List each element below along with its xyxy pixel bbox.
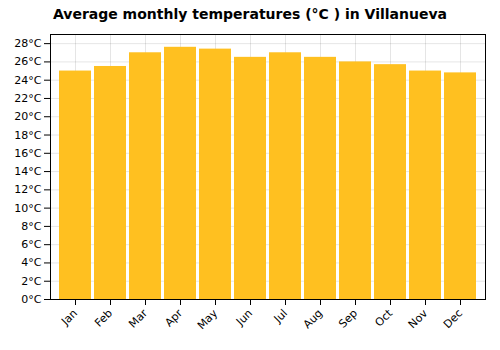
svg-text:22°C: 22°C [14,92,41,105]
svg-text:Oct: Oct [372,306,395,329]
svg-text:14°C: 14°C [14,165,41,178]
svg-text:0°C: 0°C [21,293,41,306]
svg-text:18°C: 18°C [14,129,41,142]
svg-text:8°C: 8°C [21,220,41,233]
svg-text:Dec: Dec [441,307,465,331]
svg-text:Sep: Sep [336,307,360,331]
svg-text:26°C: 26°C [14,55,41,68]
svg-text:Aug: Aug [301,307,325,331]
svg-text:Jun: Jun [233,307,255,329]
svg-text:Jul: Jul [271,307,290,326]
svg-text:12°C: 12°C [14,183,41,196]
html-text:Average monthly temperatures (: Average monthly temperatures (°C ) in Vi… [52,6,448,22]
svg-text:Jan: Jan [58,307,80,329]
svg-text:2°C: 2°C [21,275,41,288]
svg-text:Nov: Nov [406,306,431,331]
svg-text:Feb: Feb [92,307,115,330]
svg-text:24°C: 24°C [14,74,41,87]
svg-text:20°C: 20°C [14,110,41,123]
svg-text:16°C: 16°C [14,147,41,160]
svg-text:Apr: Apr [162,306,185,329]
svg-text:Mar: Mar [126,306,150,330]
svg-text:4°C: 4°C [21,256,41,269]
svg-text:6°C: 6°C [21,238,41,251]
svg-text:May: May [195,306,221,332]
svg-text:28°C: 28°C [14,37,41,50]
svg-text:10°C: 10°C [14,202,41,215]
